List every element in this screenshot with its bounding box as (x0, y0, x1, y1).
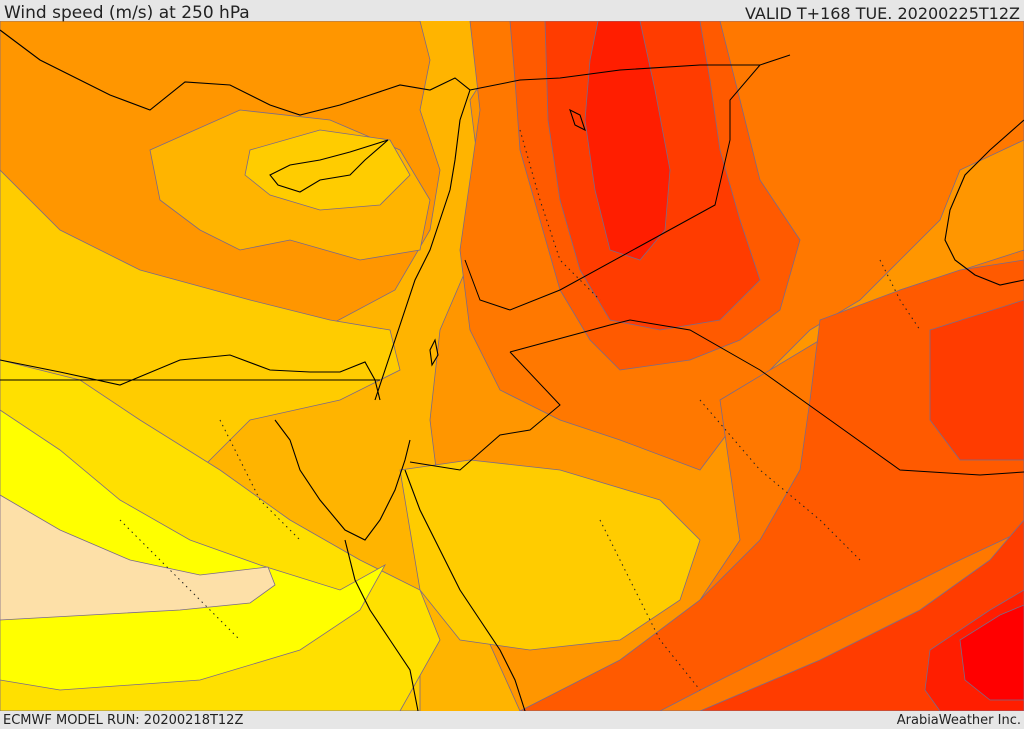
border-jordan (464, 64, 761, 311)
coastline-sinai-gulfs (274, 419, 419, 711)
map-title: Wind speed (m/s) at 250 hPa (4, 3, 250, 23)
coastline-dead-sea (429, 338, 439, 367)
band-lightest (0, 494, 276, 621)
credit-label: ArabiaWeather Inc. (896, 713, 1021, 728)
footer-bar: ECMWF MODEL RUN: 20200218T12Z ArabiaWeat… (0, 711, 1024, 729)
admin-line-3 (219, 419, 301, 541)
border-jordan-saudi (409, 351, 561, 471)
coastline-caspian-lake (569, 108, 586, 132)
wind-speed-map (0, 21, 1024, 711)
header-bar: Wind speed (m/s) at 250 hPa VALID T+168 … (0, 0, 1024, 23)
band-amber-arabia (399, 459, 701, 651)
coastline-redsea-east (404, 469, 526, 711)
admin-line-4 (879, 259, 921, 331)
border-iraq-saudi (509, 319, 1024, 476)
coastline-levant (374, 189, 451, 401)
coastline-egypt (0, 354, 381, 401)
admin-line-5 (599, 519, 701, 691)
band-yellow (0, 409, 387, 691)
valid-time: VALID T+168 TUE. 20200225T12Z (744, 4, 1020, 23)
coastline-gulf (944, 119, 1024, 286)
admin-line-6 (119, 519, 241, 641)
coastline-cyprus (269, 139, 389, 193)
band-amber-cyprus (244, 129, 411, 211)
band-deep-red (959, 604, 1024, 701)
model-run-label: ECMWF MODEL RUN: 20200218T12Z (3, 713, 244, 728)
admin-line-2 (699, 399, 861, 561)
